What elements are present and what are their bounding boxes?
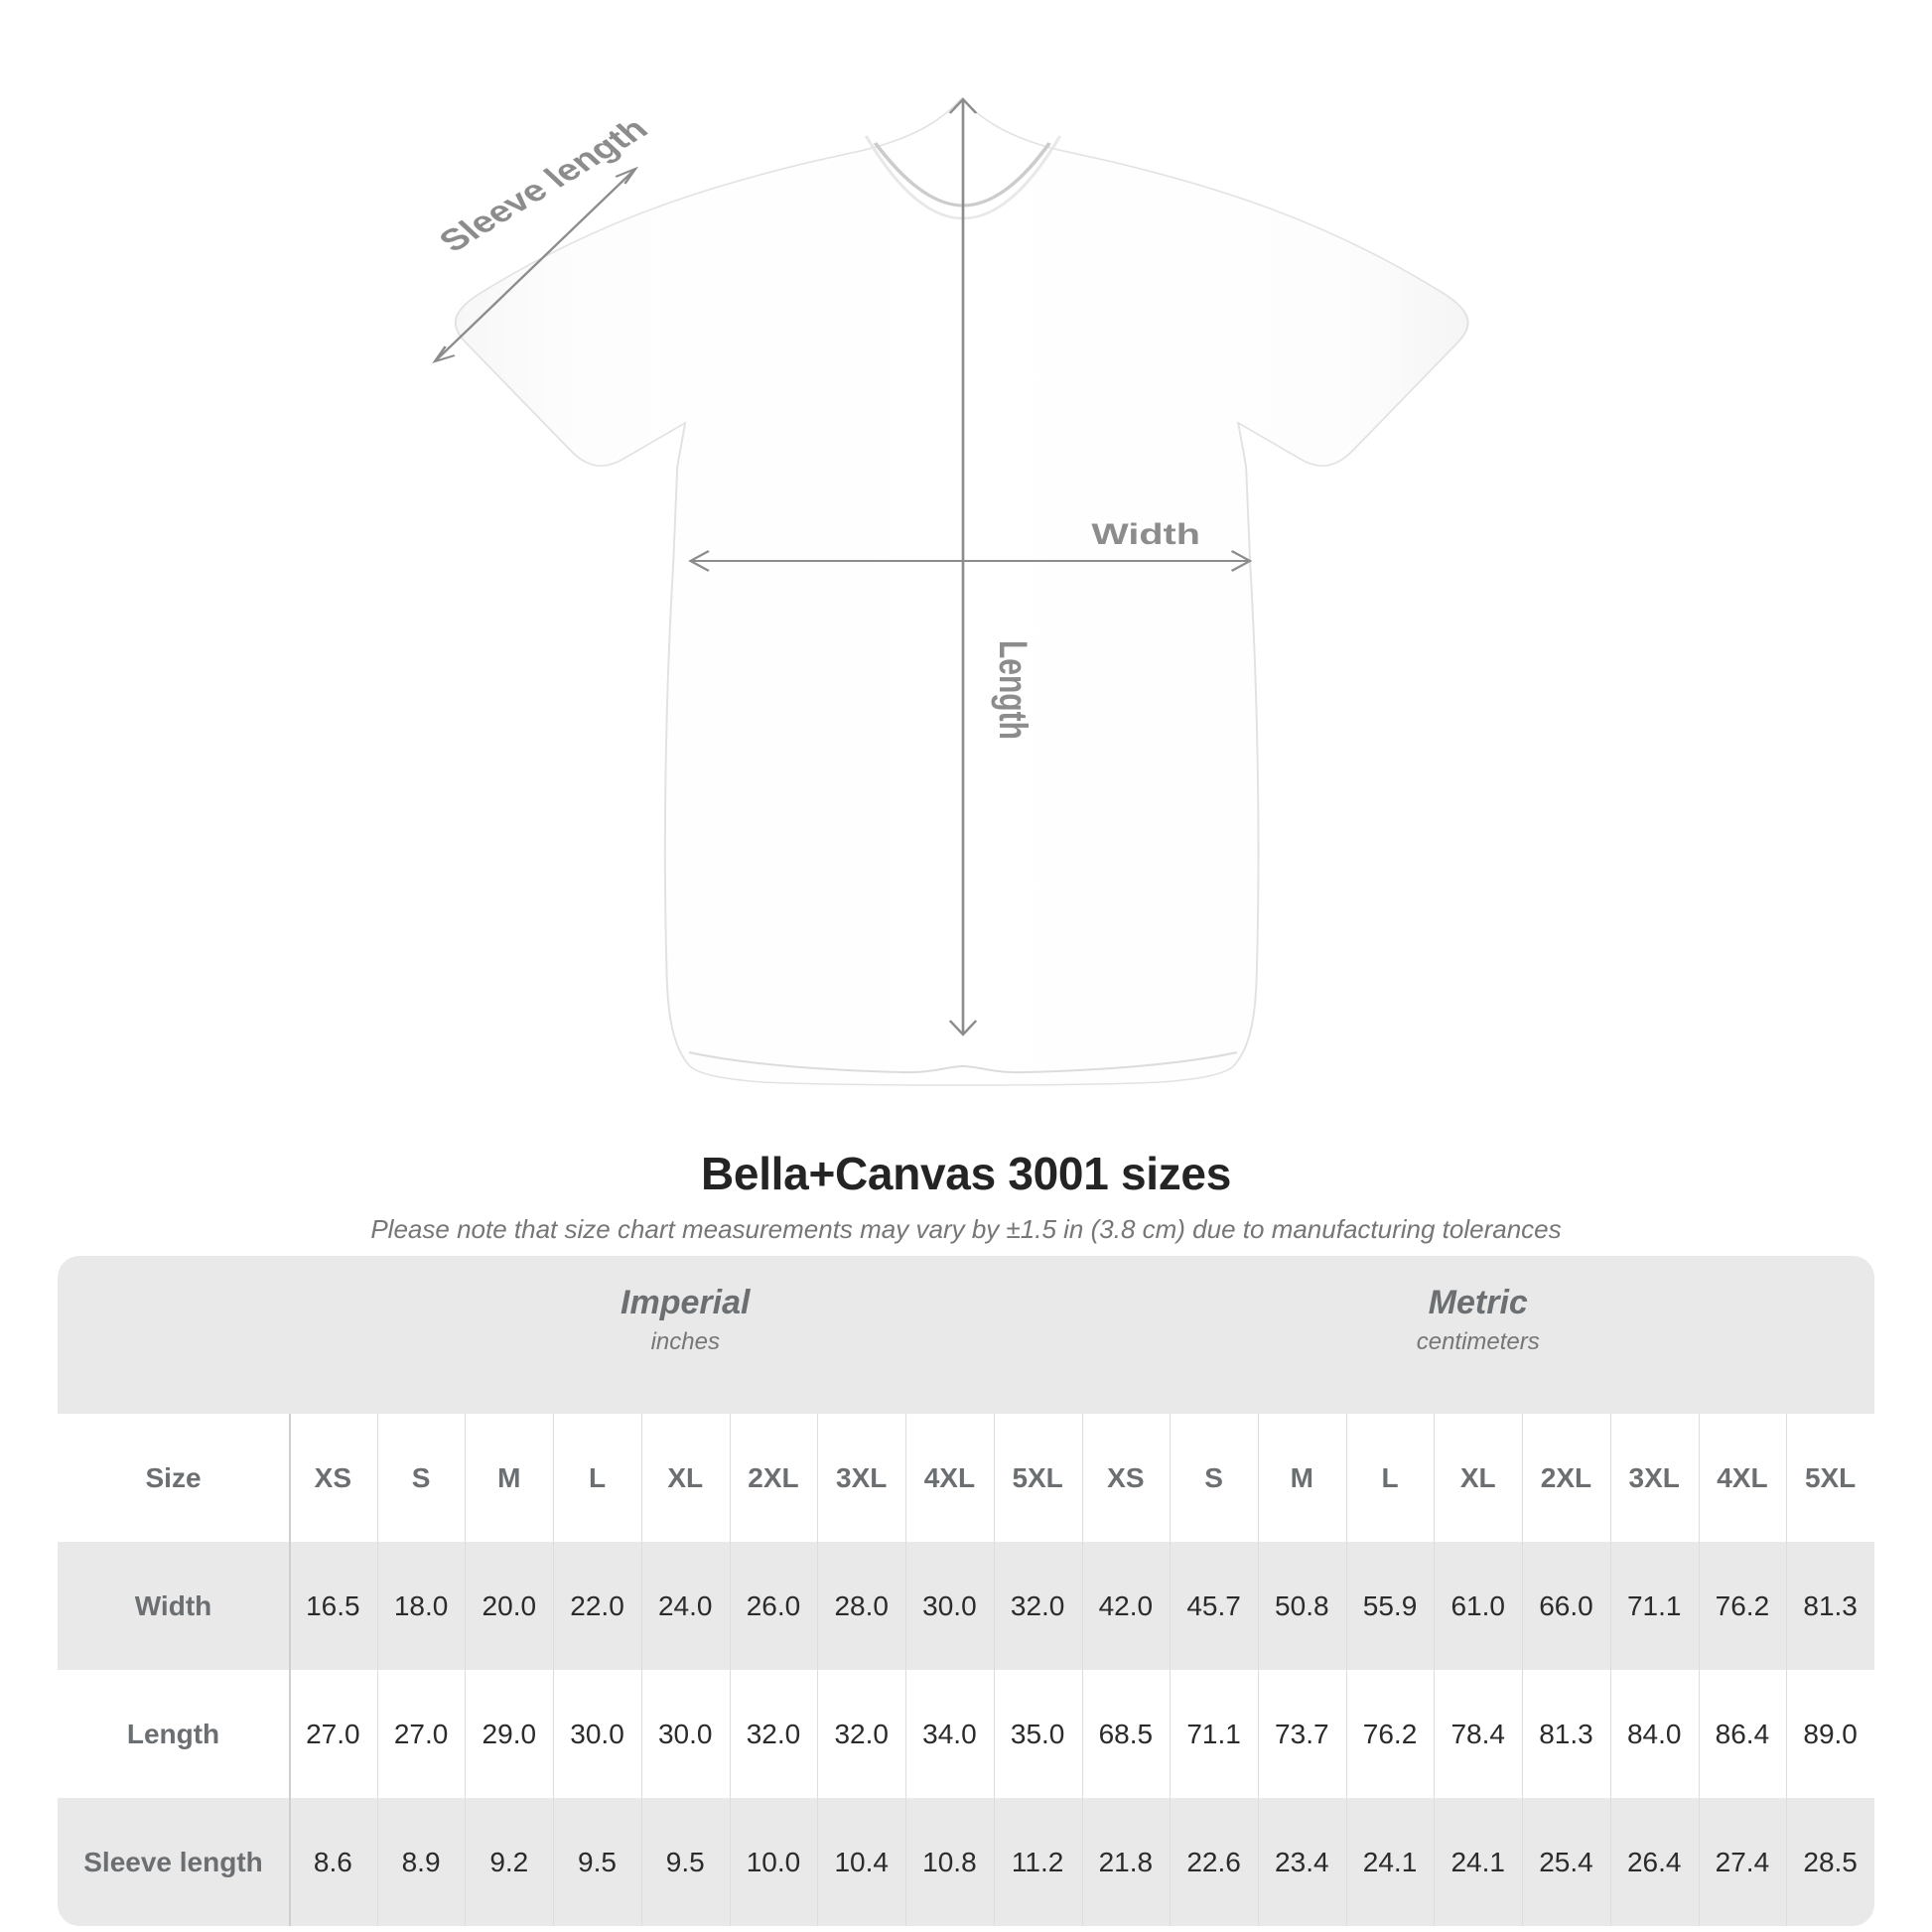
svg-text:Length: Length	[991, 640, 1035, 740]
svg-text:Width: Width	[1091, 518, 1200, 551]
